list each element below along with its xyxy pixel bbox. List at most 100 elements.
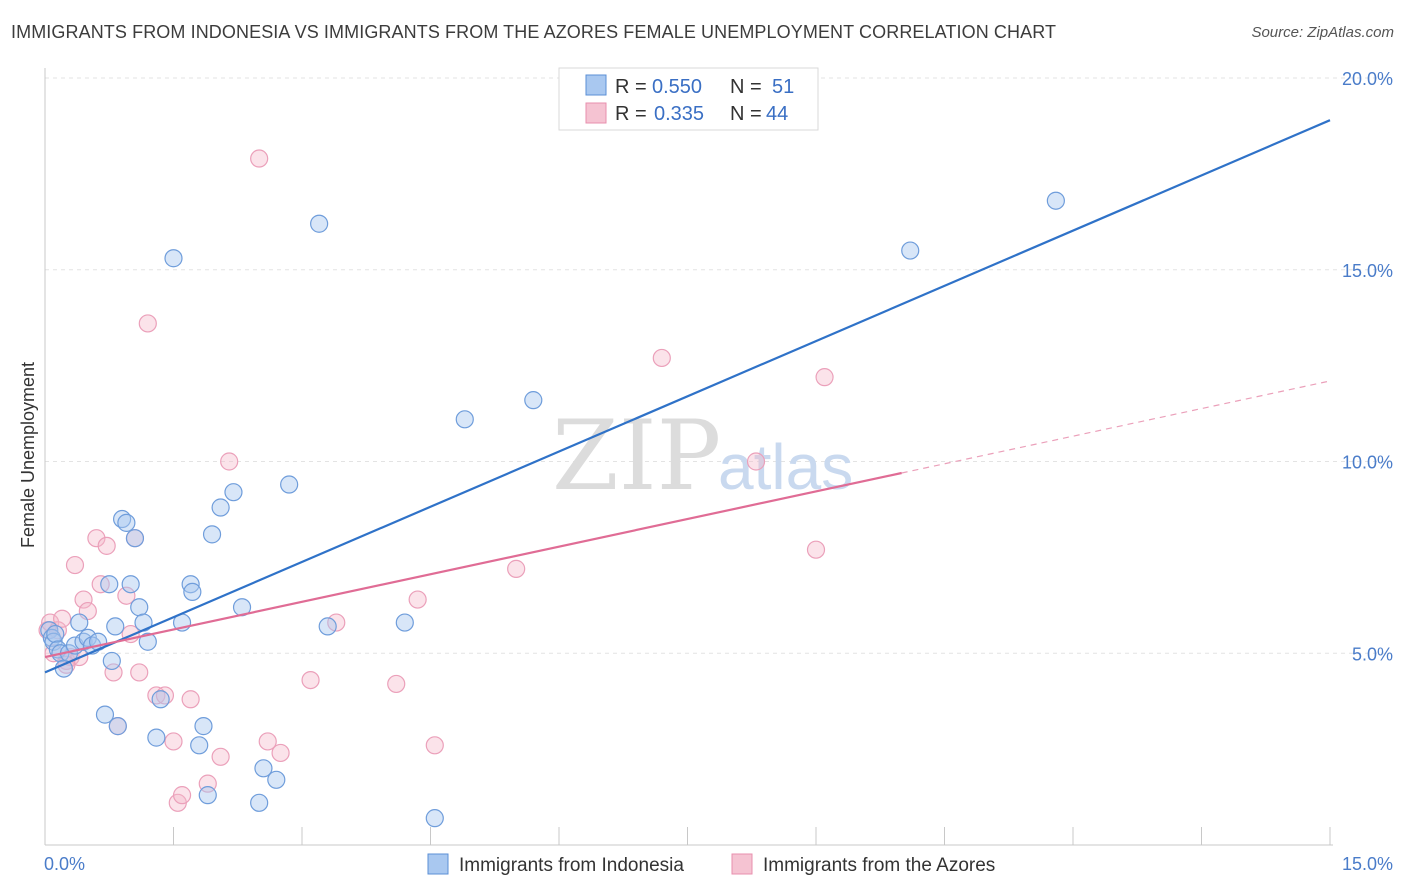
indonesia-point-36 — [211, 498, 230, 517]
indonesia-point-14 — [95, 705, 115, 724]
x-tick-labels: 0.0% 15.0% — [44, 854, 1393, 874]
azores-point-9 — [74, 590, 93, 609]
indonesia-point-34 — [198, 786, 217, 805]
azores-point-29 — [220, 452, 239, 471]
bottom-legend-swatch-azores — [731, 853, 753, 875]
indonesia-point-27 — [151, 690, 170, 709]
y-tick-label-0: 5.0% — [1352, 644, 1393, 664]
indonesia-point-30 — [181, 575, 200, 594]
indonesia-point-33 — [194, 717, 213, 736]
indonesia-point-39 — [250, 793, 269, 812]
watermark-zip: ZIP — [552, 400, 721, 512]
azores-point-16 — [117, 586, 136, 605]
azores-point-35 — [387, 674, 406, 694]
bottom-legend-label-indonesia: Immigrants from Indonesia — [459, 855, 684, 876]
azores-point-28 — [211, 747, 230, 766]
azores-point-33 — [301, 670, 320, 690]
indonesia-point-45 — [395, 613, 414, 632]
azores-point-7 — [65, 555, 85, 575]
indonesia-point-41 — [267, 770, 286, 789]
azores-point-4 — [53, 609, 72, 628]
azores-point-20 — [138, 314, 157, 333]
bottom-legend-label-azores: Immigrants from the Azores — [763, 855, 995, 876]
azores-point-40 — [746, 452, 766, 471]
indonesia-point-18 — [108, 717, 127, 736]
indonesia-point-35 — [202, 525, 222, 544]
azores-point-39 — [652, 348, 671, 368]
indonesia-point-28 — [164, 249, 183, 268]
azores-point-25 — [172, 786, 192, 805]
indonesia-point-22 — [125, 529, 145, 548]
indonesia-point-40 — [254, 759, 273, 778]
indonesia-point-25 — [138, 632, 157, 651]
x-tick-label-0: 0.0% — [44, 854, 85, 874]
chart-title: IMMIGRANTS FROM INDONESIA VS IMMIGRANTS … — [11, 22, 1057, 42]
azores-point-41 — [806, 540, 826, 559]
azores-point-32 — [271, 743, 290, 763]
azores-point-26 — [181, 690, 200, 709]
legend-n-label-indonesia: N = — [730, 76, 762, 98]
y-axis-label: Female Unemployment — [18, 362, 38, 548]
y-tick-labels: 5.0% 10.0% 15.0% 20.0% — [1342, 69, 1393, 664]
indonesia-point-17 — [106, 617, 125, 636]
azores-point-23 — [164, 732, 183, 751]
indonesia-point-37 — [224, 483, 243, 502]
azores-point-38 — [507, 559, 526, 578]
series-legend: Immigrants from Indonesia Immigrants fro… — [427, 853, 995, 876]
indonesia-point-15 — [100, 575, 119, 594]
azores-point-42 — [815, 368, 834, 387]
indonesia-point-16 — [102, 651, 121, 671]
azores-point-13 — [97, 536, 116, 555]
indonesia-point-23 — [130, 598, 149, 617]
indonesia-point-50 — [1046, 191, 1065, 210]
legend-swatch-indonesia — [585, 74, 607, 96]
indonesia-point-21 — [121, 575, 140, 594]
indonesia-point-31 — [183, 582, 202, 601]
azores-point-30 — [250, 149, 269, 168]
trend-lines — [44, 119, 1331, 674]
y-tick-label-1: 10.0% — [1342, 453, 1393, 473]
indonesia-point-47 — [455, 410, 474, 429]
bottom-legend-swatch-indonesia — [427, 853, 449, 875]
legend-r-value-indonesia: 0.550 — [652, 76, 702, 98]
azores-point-19 — [130, 663, 149, 682]
x-tick-label-1: 15.0% — [1342, 854, 1393, 874]
indonesia-point-43 — [310, 214, 329, 233]
indonesia-point-44 — [318, 617, 337, 636]
trend-line-azores-extension — [901, 380, 1331, 474]
legend-r-label-azores: R = — [615, 103, 647, 125]
indonesia-point-26 — [147, 728, 166, 747]
axes — [44, 68, 1333, 846]
correlation-legend: R = 0.550 N = 51 R = 0.335 N = 44 — [558, 67, 819, 131]
watermark: ZIP atlas — [552, 400, 853, 512]
legend-r-label-indonesia: R = — [615, 76, 647, 98]
indonesia-point-3 — [46, 624, 65, 644]
indonesia-point-48 — [524, 391, 543, 410]
indonesia-point-32 — [190, 736, 209, 755]
legend-r-value-azores: 0.335 — [654, 103, 704, 125]
legend-swatch-azores — [585, 102, 607, 124]
azores-point-31 — [258, 732, 277, 751]
indonesia-point-46 — [425, 809, 444, 828]
legend-n-label-azores: N = — [730, 103, 762, 125]
indonesia-point-20 — [117, 513, 136, 532]
watermark-atlas: atlas — [718, 431, 853, 503]
azores-point-34 — [327, 613, 346, 632]
azores-point-14 — [104, 663, 123, 682]
trend-line-azores — [44, 471, 902, 659]
azores-point-1 — [41, 613, 60, 632]
azores-point-37 — [425, 736, 444, 755]
indonesia-point-42 — [280, 475, 299, 494]
indonesia-point-49 — [901, 241, 920, 260]
legend-n-value-indonesia: 51 — [772, 76, 794, 98]
indonesia-point-9 — [70, 613, 89, 632]
y-tick-label-2: 15.0% — [1342, 261, 1393, 281]
source-label: Source: ZipAtlas.com — [1251, 24, 1394, 41]
grid-lines — [45, 77, 1390, 654]
y-tick-label-3: 20.0% — [1342, 69, 1393, 89]
azores-point-36 — [408, 590, 427, 609]
legend-n-value-azores: 44 — [766, 103, 788, 125]
trend-line-indonesia — [44, 119, 1331, 674]
azores-point-11 — [87, 529, 106, 548]
